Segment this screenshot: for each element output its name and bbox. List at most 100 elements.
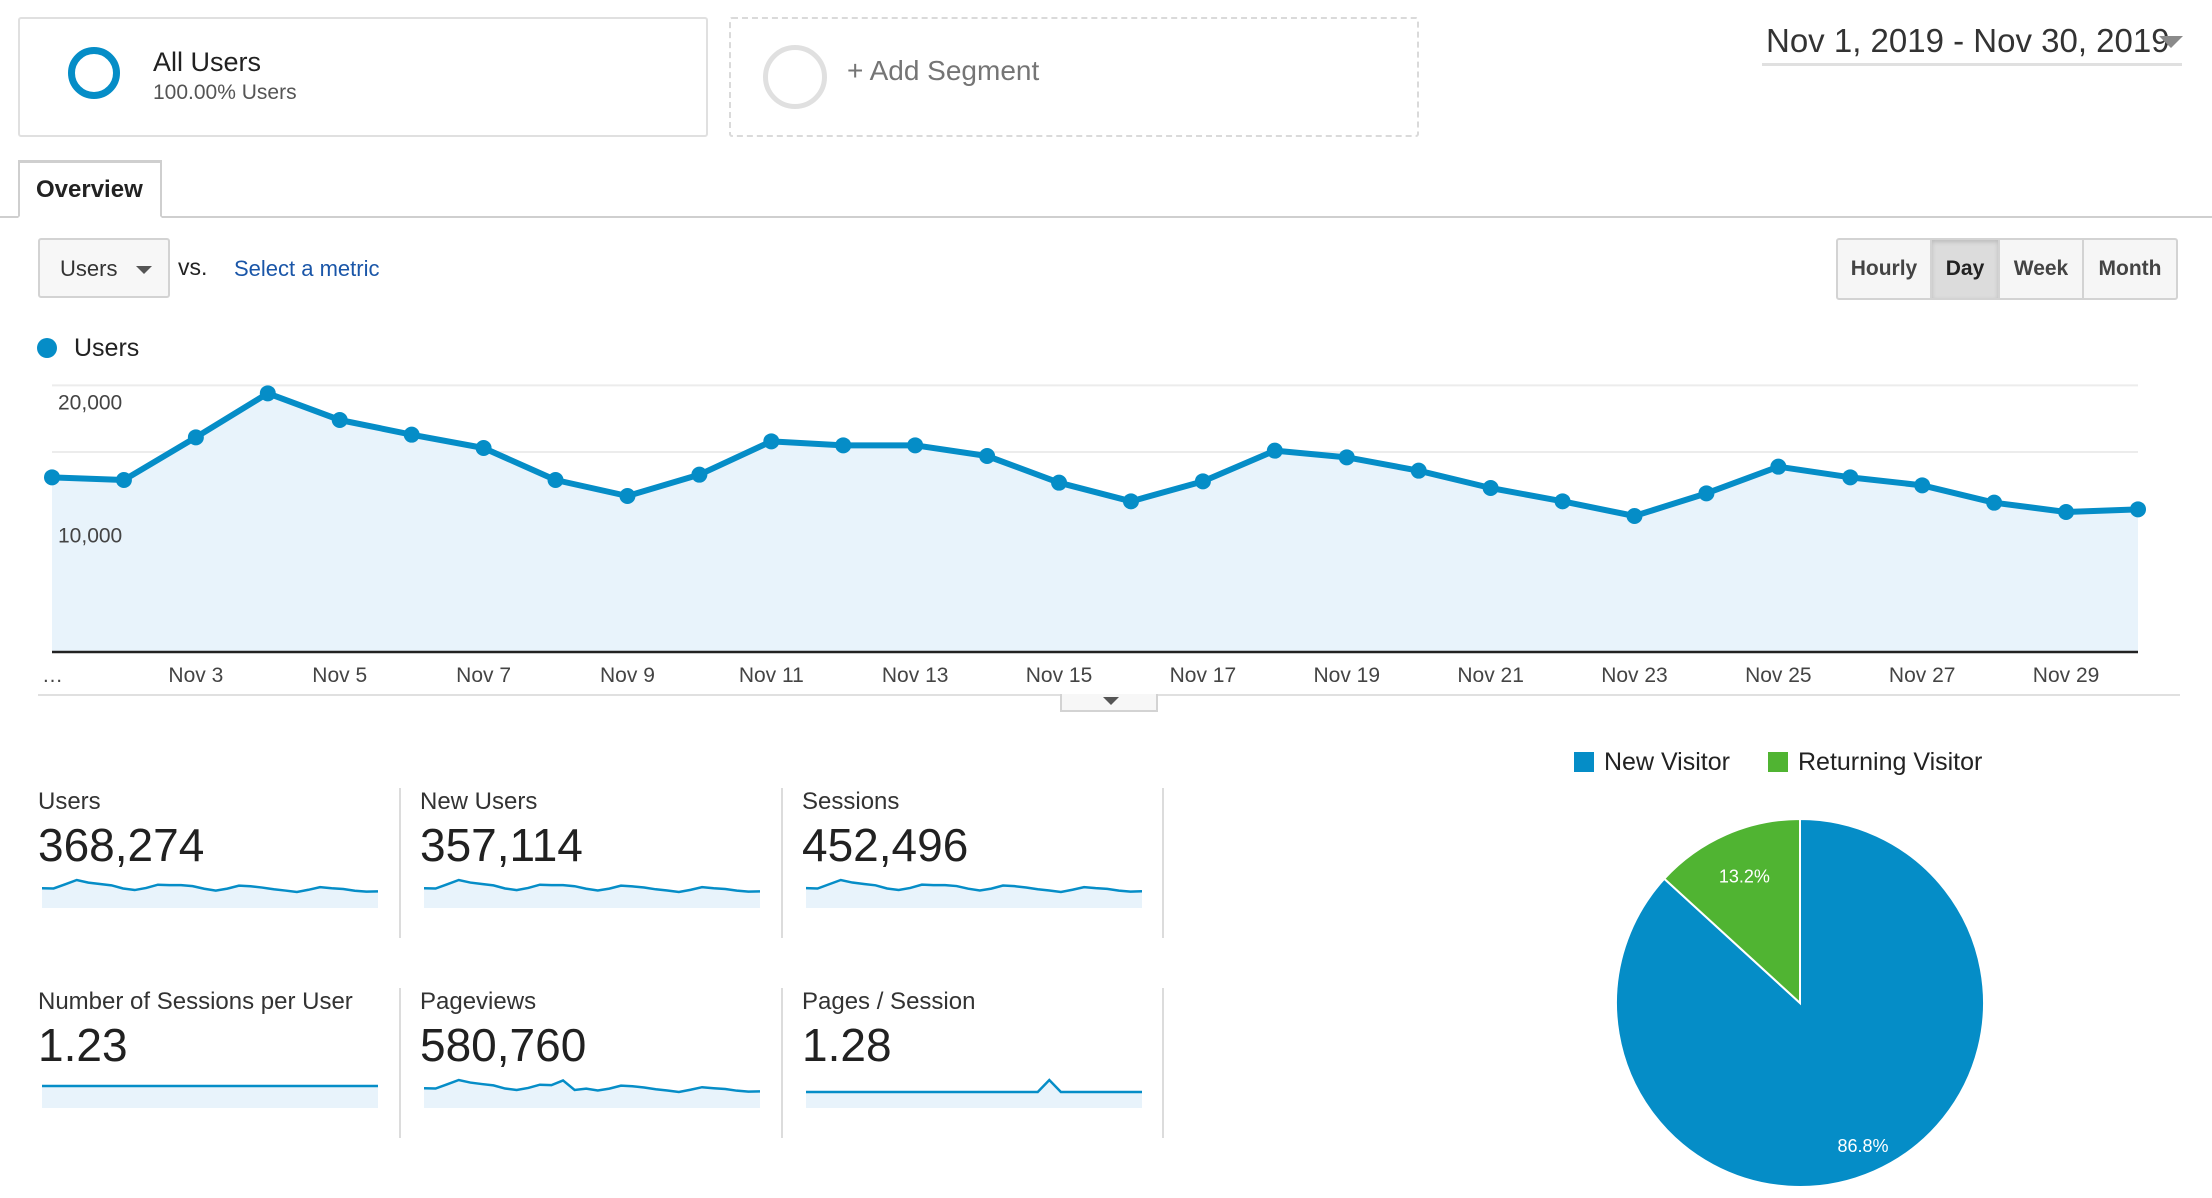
sparkline-line (42, 878, 378, 894)
scorecard-divider (781, 988, 783, 1138)
tab-overview[interactable]: Overview (18, 160, 162, 218)
scorecard-divider (781, 788, 783, 938)
granularity-month-button[interactable]: Month (2082, 238, 2178, 300)
users-data-point[interactable] (979, 448, 996, 464)
users-data-point[interactable] (1482, 480, 1499, 496)
scorecard-label: Users (38, 788, 101, 815)
x-tick-label: Nov 11 (739, 664, 804, 687)
returning-visitor-legend-swatch (1768, 752, 1788, 772)
scorecard-divider (399, 988, 401, 1138)
x-tick-label: Nov 7 (456, 664, 511, 687)
scorecard-divider (399, 788, 401, 938)
users-data-point[interactable] (1626, 508, 1643, 524)
users-data-point[interactable] (1986, 494, 2003, 511)
segment-ring-icon (68, 47, 120, 99)
scorecard-divider (1162, 788, 1164, 938)
sparkline-line (806, 878, 1142, 894)
sparkline-fill (42, 1086, 378, 1108)
users-data-point[interactable] (1338, 449, 1355, 466)
x-tick-label: Nov 21 (1457, 664, 1524, 687)
scorecard-value: 452,496 (802, 819, 969, 871)
chevron-down-icon (136, 266, 152, 274)
users-data-point[interactable] (115, 472, 132, 488)
granularity-day-button[interactable]: Day (1930, 238, 2000, 300)
x-tick-label: Nov 5 (312, 664, 367, 687)
scorecard-value: 368,274 (38, 819, 205, 871)
empty-segment-ring-icon (763, 45, 827, 109)
users-data-point[interactable] (1194, 473, 1211, 490)
users-data-point[interactable] (763, 433, 780, 450)
users-data-point[interactable] (403, 426, 420, 443)
users-data-point[interactable] (1410, 462, 1427, 479)
select-metric-link[interactable]: Select a metric (234, 256, 380, 281)
x-tick-label: Nov 19 (1313, 664, 1380, 687)
users-data-point[interactable] (1554, 493, 1571, 510)
segment-title: All Users (153, 47, 262, 77)
x-tick-label: Nov 23 (1601, 664, 1668, 687)
users-data-point[interactable] (1842, 469, 1859, 486)
x-tick-label: Nov 9 (600, 664, 655, 687)
users-data-point[interactable] (691, 466, 708, 483)
new-visitor-legend-swatch (1574, 752, 1594, 772)
users-data-point[interactable] (619, 488, 636, 504)
segment-all-users[interactable]: All Users 100.00% Users (18, 17, 708, 137)
granularity-week-button[interactable]: Week (1998, 238, 2084, 300)
users-data-point[interactable] (44, 469, 60, 486)
sparkline-fill (806, 1080, 1142, 1108)
scorecard: New Users 357,114 (420, 788, 760, 938)
users-data-point[interactable] (2058, 504, 2075, 520)
users-data-point[interactable] (187, 429, 204, 446)
scorecard-sparkline (806, 878, 1142, 908)
users-legend-label: Users (74, 334, 140, 362)
x-tick-label: … (42, 664, 63, 687)
visitor-type-pie-chart: 86.8% 13.2% (1615, 817, 1985, 1188)
date-range-picker[interactable]: Nov 1, 2019 - Nov 30, 2019 (1762, 20, 2183, 66)
y-tick-label: 20,000 (58, 391, 122, 414)
scorecard: Users 368,274 (38, 788, 378, 938)
y-tick-label: 10,000 (58, 525, 122, 548)
date-range-text: Nov 1, 2019 - Nov 30, 2019 (1766, 22, 2170, 59)
users-data-point[interactable] (1122, 493, 1139, 510)
scorecard-label: Sessions (802, 788, 900, 815)
chart-collapse-handle[interactable] (1060, 694, 1158, 712)
users-data-point[interactable] (547, 472, 564, 488)
scorecard-value: 357,114 (420, 819, 583, 871)
scorecard-value: 1.28 (802, 1019, 892, 1071)
scorecard-value: 580,760 (420, 1019, 587, 1071)
add-segment-label: + Add Segment (847, 55, 1040, 86)
sparkline-line (424, 1078, 760, 1094)
x-tick-label: Nov 17 (1170, 664, 1237, 687)
tab-divider (0, 216, 2212, 218)
metric-dropdown[interactable]: Users (38, 238, 170, 298)
users-legend-swatch (37, 338, 57, 358)
add-segment-button[interactable]: + Add Segment (729, 17, 1419, 137)
scorecard-sparkline (42, 1084, 378, 1108)
sparkline-fill (806, 880, 1142, 908)
sparkline-line (424, 878, 760, 894)
sparkline-line (806, 1078, 1142, 1094)
returning-visitor-slice[interactable] (1662, 817, 1801, 1006)
users-data-point[interactable] (475, 440, 492, 456)
users-data-point[interactable] (2130, 501, 2146, 518)
users-data-point[interactable] (1266, 442, 1283, 459)
x-tick-label: Nov 29 (2033, 664, 2100, 687)
users-data-point[interactable] (259, 385, 276, 402)
users-data-point[interactable] (1770, 458, 1787, 475)
vs-label: vs. (178, 254, 208, 280)
granularity-hourly-button[interactable]: Hourly (1836, 238, 1932, 300)
scorecard-sparkline (424, 878, 760, 908)
granularity-toggle: Hourly Day Week Month (1836, 238, 2178, 300)
users-data-point[interactable] (907, 437, 924, 454)
scorecard-label: Pages / Session (802, 988, 976, 1015)
scorecard-label: Pageviews (420, 988, 537, 1015)
users-data-point[interactable] (1698, 485, 1715, 502)
scorecard-sparkline (42, 878, 378, 908)
x-tick-label: Nov 13 (882, 664, 949, 687)
users-data-point[interactable] (331, 412, 348, 428)
users-data-point[interactable] (1914, 477, 1931, 494)
x-tick-label: Nov 15 (1026, 664, 1093, 687)
scorecard: Sessions 452,496 (802, 788, 1142, 938)
returning-visitor-legend-label: Returning Visitor (1798, 748, 1983, 776)
users-data-point[interactable] (1051, 474, 1068, 491)
users-data-point[interactable] (835, 437, 852, 454)
